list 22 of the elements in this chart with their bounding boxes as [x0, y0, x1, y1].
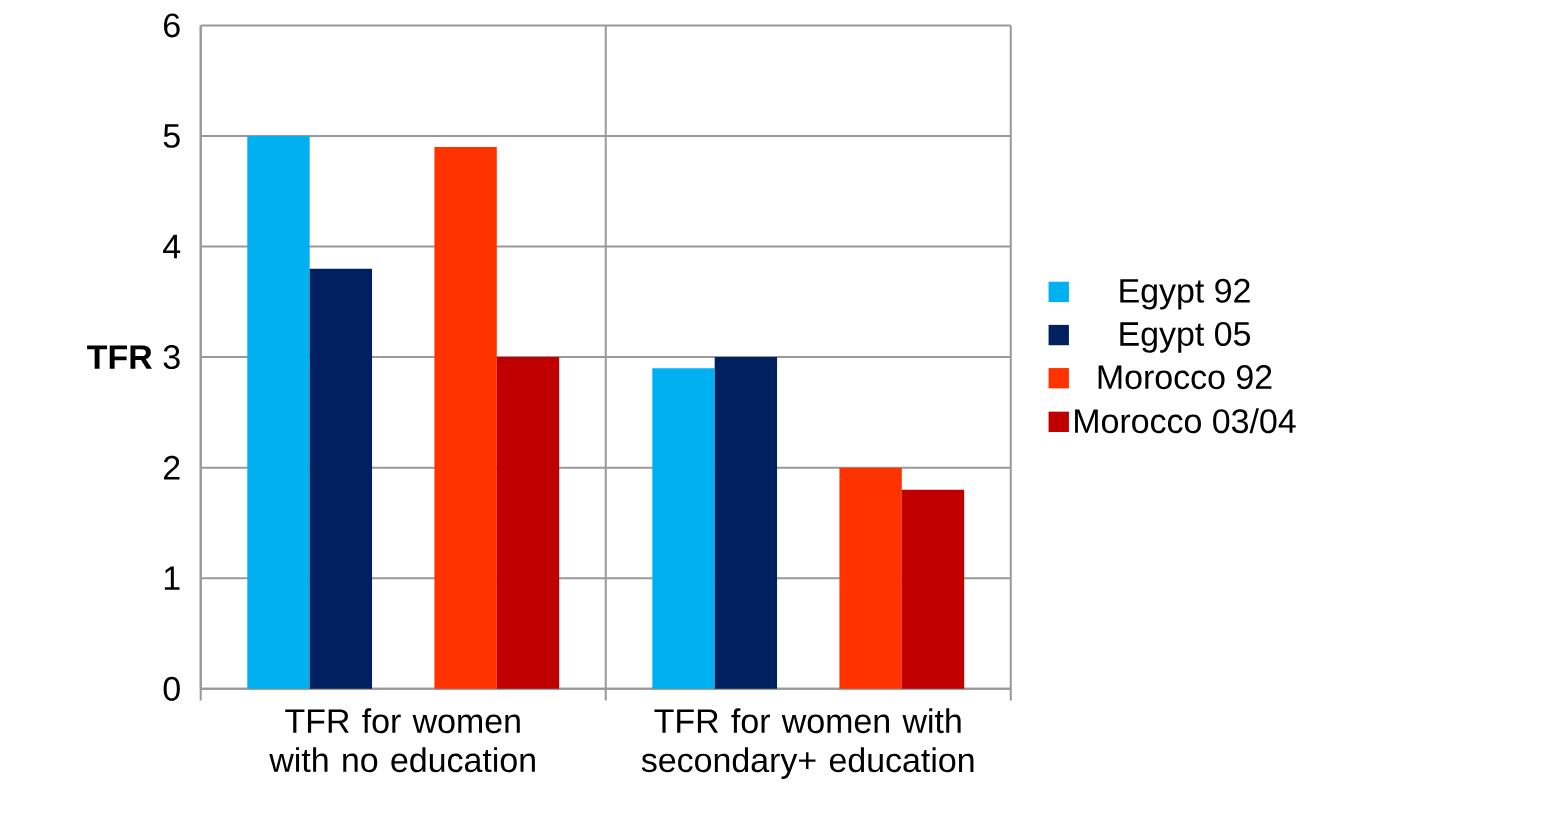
legend-label: Egypt 05 — [1120, 322, 1251, 353]
bar — [901, 489, 965, 689]
x-tick-label: TFR for women with no education — [269, 708, 535, 773]
legend-label: Egypt 92 — [1120, 278, 1250, 310]
y-tick-label: 3 — [163, 345, 180, 370]
bar — [309, 268, 373, 689]
bar — [247, 136, 310, 689]
bar — [496, 357, 560, 689]
bar — [434, 147, 497, 689]
y-tick-label: 2 — [164, 455, 180, 480]
y-tick-label: 5 — [163, 124, 180, 149]
bar — [839, 467, 902, 689]
y-tick-label: 0 — [163, 676, 180, 701]
legend-label: Morocco 03/04 — [1075, 408, 1296, 434]
y-axis-title: TFR — [87, 345, 152, 369]
y-tick-label: 6 — [164, 13, 180, 38]
y-tick-label: 1 — [164, 566, 180, 591]
bar — [652, 368, 715, 689]
y-tick-label: 4 — [163, 235, 181, 259]
x-tick-label: TFR for women with secondary+ education — [641, 708, 974, 780]
legend-label: Morocco 92 — [1098, 365, 1272, 390]
bar — [714, 357, 778, 689]
